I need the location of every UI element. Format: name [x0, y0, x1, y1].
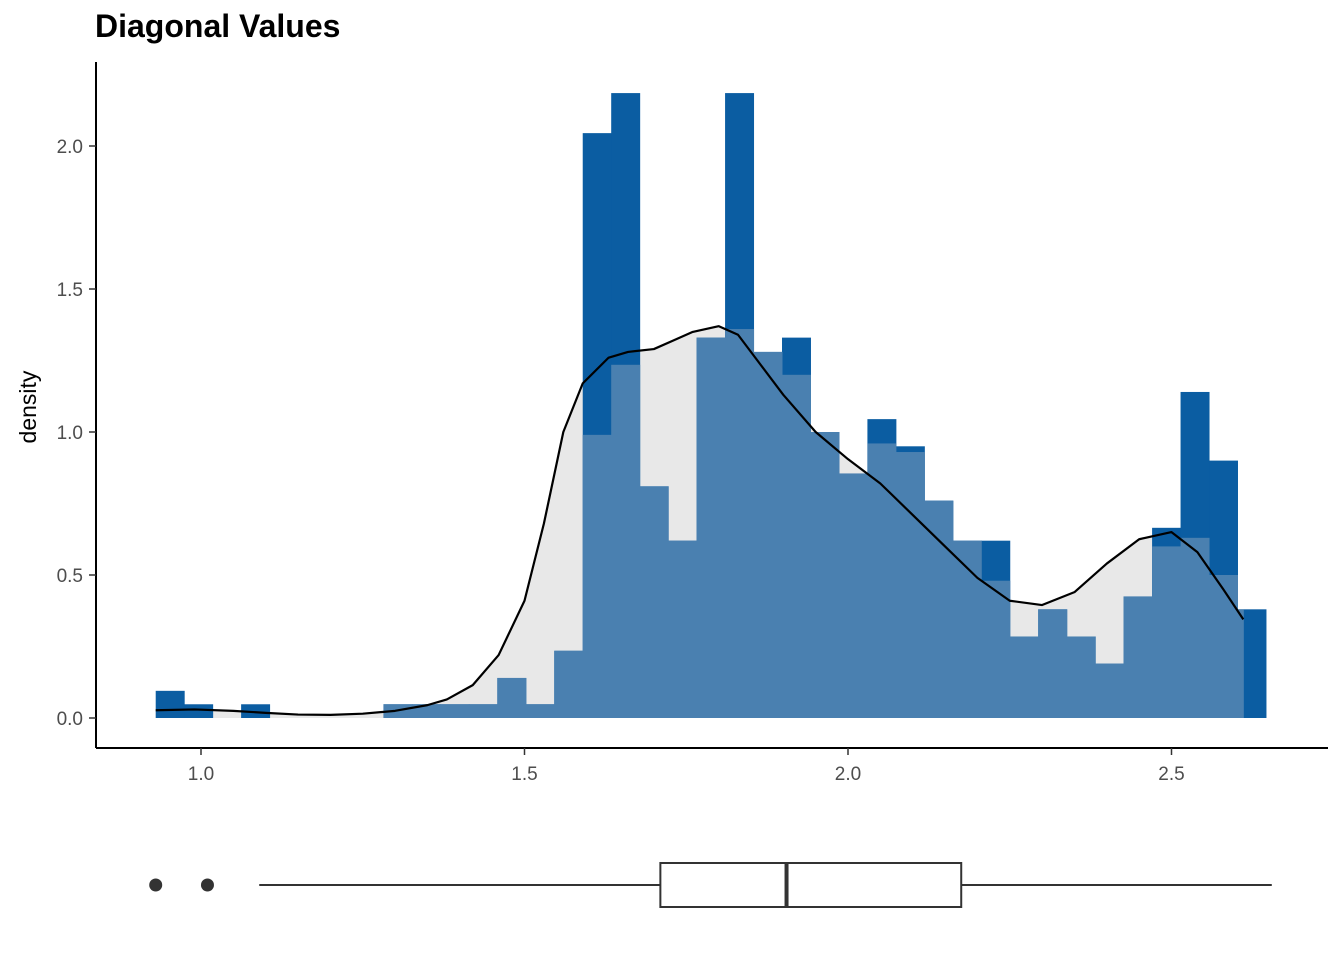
histogram-overlay-bar — [867, 443, 897, 718]
histogram-overlay-bar — [725, 329, 755, 718]
y-tick-label: 1.0 — [57, 423, 83, 444]
histogram-overlay-bar — [1123, 596, 1153, 718]
histogram-overlay-bar — [810, 432, 840, 718]
histogram-overlay-bar — [924, 500, 954, 718]
histogram-overlay-bar — [1038, 609, 1068, 718]
histogram-overlay-bar — [753, 351, 783, 718]
histogram-overlay-bar — [525, 704, 555, 718]
histogram-overlay-bar — [668, 540, 698, 718]
boxplot-box — [659, 862, 963, 908]
histogram-overlay-bar — [611, 364, 641, 718]
y-tick-label: 0.0 — [57, 709, 83, 730]
boxplot-outlier — [149, 878, 163, 892]
histogram-overlay-bar — [696, 337, 726, 718]
x-tick-label: 2.0 — [835, 764, 861, 785]
y-tick-label: 2.0 — [57, 137, 83, 158]
histogram-overlay-bar — [582, 434, 612, 718]
histogram-overlay-layer — [383, 329, 1244, 718]
histogram-overlay-bar — [554, 650, 584, 718]
y-tick-label: 0.5 — [57, 566, 83, 587]
density-line-layer — [155, 325, 1245, 716]
histogram-overlay-bar — [981, 580, 1011, 718]
histogram-overlay-bar — [1066, 636, 1096, 718]
histogram-overlay-bar — [468, 704, 498, 718]
histogram-overlay-bar — [1009, 636, 1039, 718]
histogram-bar — [184, 704, 214, 718]
histogram-overlay-bar — [1180, 537, 1210, 718]
y-axis-title: density — [15, 370, 41, 443]
ticks-layer: 0.0 0.5 1.0 1.5 2.0 1.0 1.5 2.0 2.5 — [57, 137, 1185, 785]
y-tick-label: 1.5 — [57, 280, 83, 301]
x-tick-label: 1.0 — [188, 764, 214, 785]
boxplot-layer — [149, 862, 1272, 908]
histogram-bar — [155, 690, 185, 718]
histogram-overlay-bar — [1152, 546, 1182, 718]
histogram-overlay-bar — [1209, 575, 1238, 718]
histogram-overlay-bar — [1237, 609, 1244, 718]
histogram-overlay-bar — [639, 486, 669, 718]
histogram-overlay-bar — [952, 540, 982, 718]
axes-layer — [95, 62, 1328, 749]
boxplot-outlier — [200, 878, 214, 892]
chart-title: Diagonal Values — [95, 8, 341, 44]
histogram-overlay-bar — [895, 452, 925, 718]
x-tick-label: 2.5 — [1158, 764, 1184, 785]
density-line — [155, 325, 1245, 716]
histogram-overlay-bar — [440, 704, 470, 718]
histogram-overlay-bar — [1095, 663, 1125, 718]
histogram-overlay-bar — [782, 374, 811, 718]
histogram-overlay-bar — [497, 677, 527, 718]
histogram-overlay-bar — [838, 473, 868, 718]
x-tick-label: 1.5 — [511, 764, 537, 785]
